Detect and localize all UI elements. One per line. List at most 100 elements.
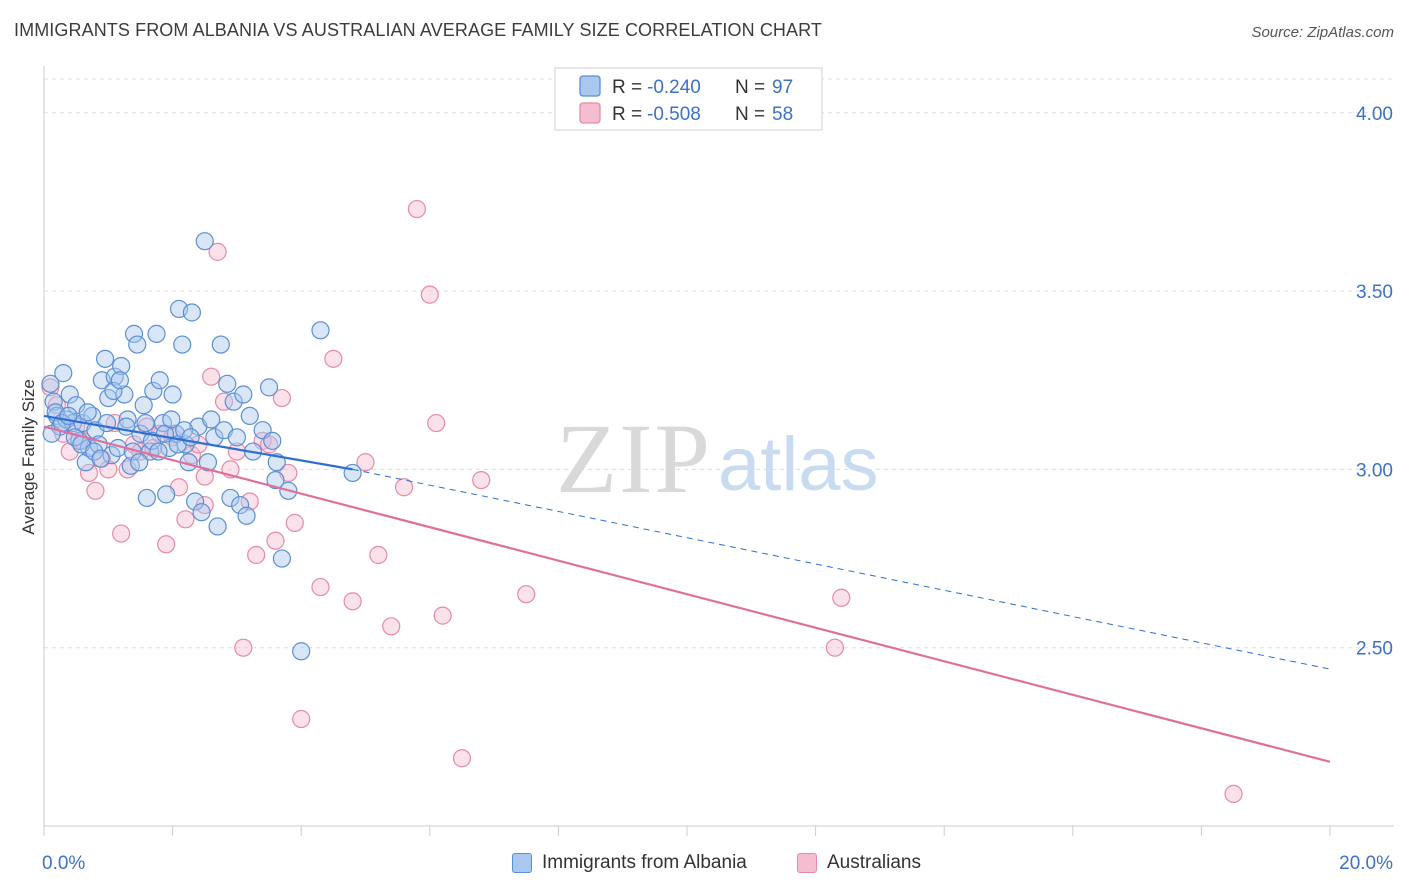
point-australians (394, 478, 414, 497)
point-albania (85, 442, 104, 461)
point-australians (832, 588, 851, 607)
legend-label-albania: Immigrants from Albania (542, 852, 747, 873)
point-albania (144, 381, 163, 401)
y-axis-label: Average Family Size (19, 379, 38, 535)
point-albania (41, 374, 60, 393)
point-albania (182, 303, 201, 322)
point-australians (79, 463, 99, 483)
point-australians (472, 470, 491, 490)
point-albania (147, 324, 166, 343)
watermark-zip: ZIP (556, 403, 712, 514)
point-australians (247, 545, 266, 565)
legend-top-r-value-albania: -0.240 (647, 77, 701, 98)
point-albania (208, 517, 227, 536)
point-albania (95, 349, 115, 368)
point-albania (136, 413, 155, 433)
y-axis-label-group: Average Family Size (19, 379, 38, 535)
legend-top-n-value-australians: 58 (772, 104, 793, 125)
point-australians (825, 638, 844, 657)
legend-top-r-label: R = (612, 77, 642, 98)
point-australians (343, 592, 362, 611)
point-albania (78, 403, 97, 422)
point-australians (240, 492, 259, 511)
y-tick-labels: 2.50 3.00 3.50 4.00 (1356, 104, 1393, 660)
point-albania (115, 385, 134, 404)
point-albania (124, 324, 144, 343)
legend-top-n-label: N = (735, 104, 765, 125)
point-albania (218, 374, 237, 393)
legend-top-r-value-australians: -0.508 (647, 104, 701, 125)
point-australians (157, 535, 176, 554)
point-albania (104, 381, 123, 401)
point-australians (47, 396, 66, 415)
point-albania (162, 410, 181, 429)
y-tick-label: 4.00 (1356, 104, 1393, 125)
point-albania (97, 413, 117, 433)
point-australians (382, 617, 401, 636)
point-australians (292, 709, 311, 729)
point-albania (211, 335, 230, 354)
point-albania (105, 367, 124, 386)
point-albania (186, 492, 205, 511)
legend-top-n-label: N = (735, 77, 765, 98)
point-albania (157, 485, 176, 504)
legend-top-r-label: R = (612, 104, 642, 125)
series-australians (41, 199, 1243, 804)
point-australians (214, 392, 234, 411)
point-albania (263, 431, 282, 450)
point-albania (128, 335, 147, 354)
point-australians (369, 545, 388, 565)
point-australians (356, 453, 375, 472)
point-albania (227, 428, 246, 447)
watermark: ZIP atlas (556, 403, 879, 514)
point-australians (176, 510, 195, 529)
point-australians (427, 413, 446, 433)
point-albania (54, 364, 73, 383)
x-tick-label-start: 0.0% (42, 853, 85, 874)
y-tick-label: 2.50 (1356, 639, 1393, 660)
y-tick-label: 3.00 (1356, 460, 1393, 481)
chart-source: Source: ZipAtlas.com (1251, 24, 1394, 41)
chart-title: IMMIGRANTS FROM ALBANIA VS AUSTRALIAN AV… (14, 20, 823, 40)
point-australians (311, 577, 330, 597)
point-albania (130, 453, 149, 472)
point-australians (234, 638, 253, 657)
point-albania (231, 495, 250, 515)
point-albania (195, 232, 214, 251)
point-albania (259, 378, 279, 397)
legend-top: R = -0.240 N = 97 R = -0.508 N = 58 (554, 67, 823, 131)
legend-swatch-albania (512, 853, 532, 873)
point-australians (266, 531, 285, 550)
x-tick-labels: 0.0% 20.0% (42, 853, 1393, 874)
point-albania (137, 488, 156, 508)
point-australians (324, 349, 343, 368)
point-australians (452, 749, 472, 768)
point-albania (292, 642, 311, 661)
point-albania (272, 549, 292, 568)
point-australians (517, 585, 536, 604)
x-tick-label-end: 20.0% (1339, 853, 1393, 874)
watermark-atlas: atlas (718, 422, 879, 507)
point-albania (224, 392, 243, 411)
point-australians (433, 606, 452, 625)
trend-line-albania-extension (352, 468, 1331, 670)
point-albania (134, 396, 153, 415)
point-australians (118, 460, 137, 479)
point-albania (198, 453, 218, 472)
gridlines (44, 78, 1394, 649)
point-albania (234, 385, 253, 404)
point-australians (272, 388, 292, 408)
point-albania (192, 503, 211, 522)
point-albania (237, 506, 256, 525)
point-albania (202, 410, 221, 429)
point-australians (1224, 784, 1243, 804)
legend-label-australians: Australians (827, 852, 921, 873)
legend-top-n-value-albania: 97 (772, 77, 793, 98)
point-australians (420, 285, 439, 304)
point-albania (311, 321, 330, 340)
point-albania (102, 446, 121, 465)
point-albania (118, 410, 137, 429)
point-australians (285, 513, 304, 532)
point-albania (60, 385, 79, 404)
trend-line-albania (43, 414, 353, 471)
